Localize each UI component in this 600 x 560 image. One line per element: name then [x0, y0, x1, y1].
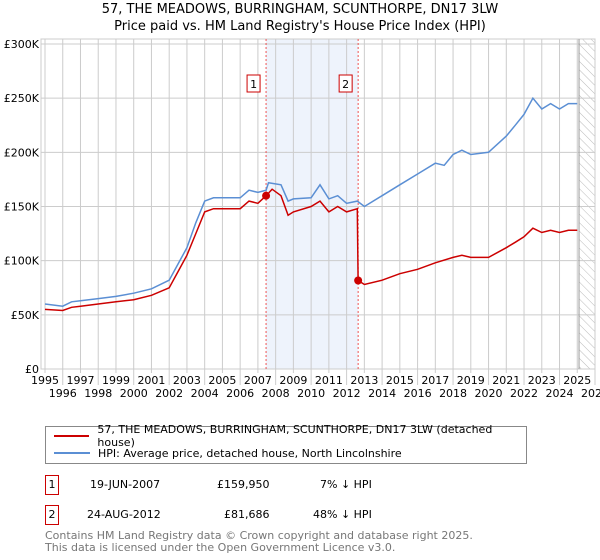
legend-label-property: 57, THE MEADOWS, BURRINGHAM, SCUNTHORPE,… [97, 423, 493, 449]
x-tick-label: 2003 [173, 374, 201, 387]
x-tick-label: 2011 [315, 374, 343, 387]
x-tick-label: 2022 [510, 387, 538, 400]
y-tick-label: £150K [4, 201, 40, 214]
x-tick-label: 1995 [31, 374, 59, 387]
x-tick-label: 2006 [226, 387, 254, 400]
x-tick-label: 2008 [262, 387, 290, 400]
x-tick-label: 2023 [528, 374, 556, 387]
transaction-price: £159,950 [217, 478, 270, 491]
sale-label-box [338, 74, 353, 93]
legend-swatch-red [54, 435, 90, 437]
transaction-row: 2 24-AUG-2012 £81,686 48% ↓ HPI [45, 505, 445, 525]
transaction-date: 19-JUN-2007 [90, 478, 161, 491]
x-tick-label: 2000 [120, 387, 148, 400]
y-tick-label: £50K [11, 309, 40, 322]
sale-point [262, 191, 271, 200]
plot-frame [40, 38, 596, 370]
x-tick-label: 2001 [137, 374, 165, 387]
x-tick-label: 2004 [191, 387, 219, 400]
x-tick-label: 2019 [457, 374, 485, 387]
x-tick-label: 2018 [439, 387, 467, 400]
transaction-price: £81,686 [224, 508, 270, 521]
y-tick-label: £0 [25, 363, 39, 376]
legend: 57, THE MEADOWS, BURRINGHAM, SCUNTHORPE,… [45, 423, 527, 464]
x-tick-label: 2010 [297, 387, 325, 400]
transaction-marker: 2 [45, 505, 59, 525]
x-tick-label: 2024 [546, 387, 574, 400]
hpi-line [44, 96, 578, 307]
x-tick-label: 2009 [279, 374, 307, 387]
x-tick-label: 2021 [492, 374, 520, 387]
footer-line-1: Contains HM Land Registry data © Crown c… [45, 529, 473, 542]
shaded-period [266, 39, 359, 369]
forecast-hatch [579, 39, 595, 369]
property-price-line [44, 188, 578, 312]
y-tick-label: £100K [4, 255, 40, 268]
transaction-delta: 48% ↓ HPI [313, 508, 372, 521]
footer-line-2: This data is licensed under the Open Gov… [45, 541, 396, 554]
x-tick-label: 2025 [563, 374, 591, 387]
y-tick-label: £250K [4, 92, 40, 105]
x-tick-label: 2014 [368, 387, 396, 400]
transaction-delta: 7% ↓ HPI [320, 478, 372, 491]
transaction-row: 1 19-JUN-2007 £159,950 7% ↓ HPI [45, 475, 445, 495]
y-tick-label: £300K [4, 38, 40, 51]
x-tick-label: 2016 [404, 387, 432, 400]
transaction-date: 24-AUG-2012 [87, 508, 161, 521]
sale-point [354, 276, 363, 285]
x-tick-label: 1996 [49, 387, 77, 400]
sale-label: 1 [250, 78, 257, 91]
x-tick-label: 2007 [244, 374, 272, 387]
footer: Contains HM Land Registry data © Crown c… [45, 530, 473, 554]
x-tick-label: 1998 [84, 387, 112, 400]
chart-subtitle: Price paid vs. HM Land Registry's House … [114, 19, 486, 34]
price-chart: 1995199619971998199920002001200220032004… [4, 38, 600, 400]
x-tick-label: 2013 [350, 374, 378, 387]
y-tick-label: £200K [4, 146, 40, 159]
x-tick-label: 2012 [333, 387, 361, 400]
transaction-marker: 1 [45, 475, 59, 495]
x-tick-label: 2026 [581, 387, 600, 400]
legend-swatch-blue [54, 452, 90, 454]
x-tick-label: 2020 [475, 387, 503, 400]
chart-title: 57, THE MEADOWS, BURRINGHAM, SCUNTHORPE,… [101, 2, 499, 17]
x-tick-label: 2015 [386, 374, 414, 387]
x-tick-label: 2002 [155, 387, 183, 400]
x-tick-label: 2017 [421, 374, 449, 387]
x-tick-label: 1997 [66, 374, 94, 387]
x-tick-label: 2005 [208, 374, 236, 387]
sale-label-box [246, 74, 261, 93]
legend-label-hpi: HPI: Average price, detached house, Nort… [98, 446, 402, 460]
sale-label: 2 [342, 78, 349, 91]
x-tick-label: 1999 [102, 374, 130, 387]
